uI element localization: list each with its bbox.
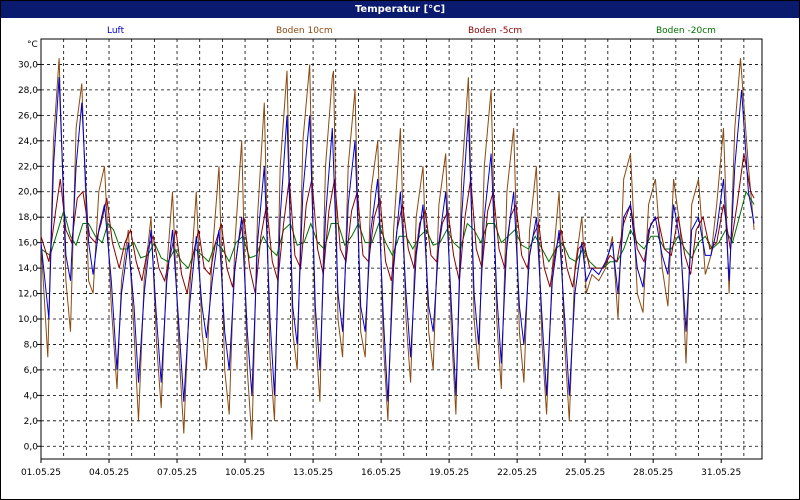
y-tick-label: 20,0 (18, 188, 38, 198)
y-axis-unit: °C (27, 40, 38, 50)
x-tick-label: 16.05.25 (361, 468, 401, 478)
x-tick-label: 04.05.25 (89, 468, 129, 478)
chart-title: Temperatur [°C] (1, 1, 799, 18)
x-tick-label: 22.05.25 (497, 468, 537, 478)
x-tick-label: 31.05.25 (701, 468, 741, 478)
legend-boden-minus-20cm: Boden -20cm (656, 26, 716, 36)
x-tick-label: 25.05.25 (565, 468, 605, 478)
x-tick-label: 10.05.25 (225, 468, 265, 478)
legend-luft: Luft (107, 26, 125, 36)
y-tick-label: 22,0 (18, 162, 38, 172)
y-tick-label: 2,0 (24, 417, 39, 427)
y-tick-label: 0,0 (24, 442, 39, 452)
legend-boden-10cm: Boden 10cm (276, 26, 333, 36)
y-tick-label: 16,0 (18, 239, 38, 249)
y-tick-label: 10,0 (18, 315, 38, 325)
legend-boden-minus-5cm: Boden -5cm (468, 26, 523, 36)
x-tick-label: 13.05.25 (293, 468, 333, 478)
y-tick-label: 24,0 (18, 137, 38, 147)
y-tick-label: 14,0 (18, 264, 38, 274)
x-tick-label: 07.05.25 (157, 468, 197, 478)
y-tick-label: 8,0 (24, 340, 39, 350)
y-tick-label: 30,0 (18, 60, 38, 70)
series-line-luft (40, 77, 755, 402)
x-tick-label: 19.05.25 (429, 468, 469, 478)
plot-area (40, 38, 763, 460)
y-tick-label: 18,0 (18, 213, 38, 223)
y-tick-label: 28,0 (18, 86, 38, 96)
x-tick-label: 01.05.25 (21, 468, 61, 478)
series-line-boden-10cm (40, 58, 755, 440)
y-tick-label: 4,0 (24, 391, 39, 401)
y-tick-label: 12,0 (18, 290, 38, 300)
x-tick-label: 28.05.25 (633, 468, 673, 478)
y-tick-label: 6,0 (24, 366, 39, 376)
y-tick-label: 26,0 (18, 111, 38, 121)
